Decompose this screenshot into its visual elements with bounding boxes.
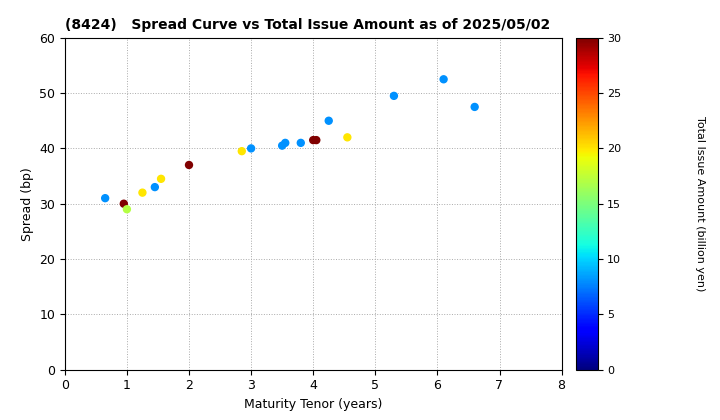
Point — [323, 117, 335, 124]
Point — [388, 92, 400, 99]
Point — [236, 148, 248, 155]
Point — [438, 76, 449, 83]
Point — [99, 195, 111, 202]
Point — [156, 176, 167, 182]
Y-axis label: Spread (bp): Spread (bp) — [21, 167, 34, 241]
Point — [310, 137, 322, 144]
Point — [341, 134, 353, 141]
Point — [121, 206, 132, 213]
Point — [469, 104, 480, 110]
Point — [118, 200, 130, 207]
Point — [149, 184, 161, 190]
Text: (8424)   Spread Curve vs Total Issue Amount as of 2025/05/02: (8424) Spread Curve vs Total Issue Amoun… — [65, 18, 550, 32]
Point — [307, 137, 319, 144]
X-axis label: Maturity Tenor (years): Maturity Tenor (years) — [244, 398, 382, 411]
Point — [279, 139, 291, 146]
Y-axis label: Total Issue Amount (billion yen): Total Issue Amount (billion yen) — [695, 116, 705, 291]
Point — [276, 142, 288, 149]
Point — [137, 189, 148, 196]
Point — [183, 162, 194, 168]
Point — [246, 145, 257, 152]
Point — [295, 139, 307, 146]
